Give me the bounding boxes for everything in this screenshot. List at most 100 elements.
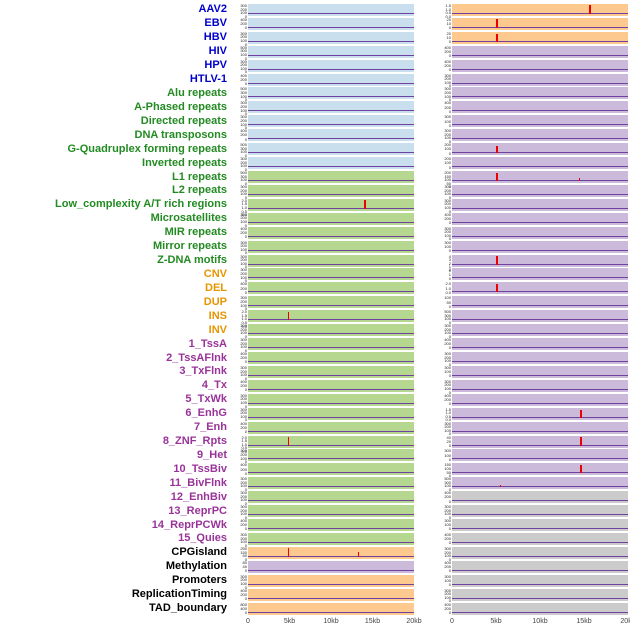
y-axis-ticks: 400 200 0 bbox=[230, 588, 248, 601]
y-axis-ticks: 500 300 100 0 bbox=[230, 143, 248, 157]
row-label: 7_Enh bbox=[193, 421, 227, 434]
y-tick-label: 100 bbox=[444, 93, 451, 99]
y-tick-label: 250 bbox=[240, 545, 247, 551]
y-tick-label: 100 bbox=[444, 160, 451, 166]
y-axis-ticks: 400 200 0 bbox=[434, 212, 452, 225]
row-label: 13_ReprPC bbox=[168, 504, 227, 517]
right-profile-panel bbox=[452, 505, 628, 518]
y-tick-label: 100 bbox=[444, 79, 451, 85]
y-tick-label: 100 bbox=[444, 577, 451, 583]
column-gap bbox=[414, 79, 434, 80]
x-tick-label: 10kb bbox=[532, 617, 548, 625]
y-axis-ticks: 300 200 100 0 bbox=[230, 157, 248, 171]
y-tick-label: 200 bbox=[240, 76, 247, 82]
left-profile-panel bbox=[248, 87, 414, 100]
y-tick-label: 300 bbox=[444, 351, 451, 356]
baseline-trace bbox=[452, 138, 628, 140]
y-tick-label: 100 bbox=[240, 177, 247, 183]
y-axis-ticks: 1.5 1.0 0.5 0.0 bbox=[434, 407, 452, 421]
y-axis-ticks: 400 200 0 bbox=[230, 73, 248, 86]
x-tick-label: 15kb bbox=[364, 617, 381, 625]
y-tick-label: 1.0 bbox=[241, 316, 247, 322]
left-profile-panel bbox=[248, 115, 414, 128]
y-tick-label: 100 bbox=[240, 65, 247, 71]
y-tick-label: 1.0 bbox=[241, 205, 247, 211]
feature-row: 10_TssBiv 400 200 0 150 100 50 0 bbox=[0, 462, 630, 479]
y-tick-label: 400 bbox=[444, 531, 451, 537]
y-tick-label: 0 bbox=[448, 582, 451, 588]
feature-row: 7_Enh 400 200 0 300 200 100 0 bbox=[0, 421, 630, 436]
y-tick-label: 0 bbox=[244, 25, 247, 31]
column-gap bbox=[414, 37, 434, 38]
x-axis-label-spacer bbox=[0, 616, 230, 629]
y-axis-ticks: 100 50 0 bbox=[434, 296, 452, 308]
y-tick-label: 2.0 bbox=[241, 309, 247, 315]
y-tick-label: 200 bbox=[444, 142, 451, 148]
right-profile-panel bbox=[452, 115, 628, 128]
y-tick-label: 300 bbox=[240, 173, 247, 179]
y-tick-label: 0 bbox=[448, 473, 451, 479]
y-axis-ticks: 2.0 1.5 1.0 0.5 0.0 bbox=[230, 309, 248, 328]
y-tick-label: 0 bbox=[448, 194, 451, 200]
y-tick-label: 200 bbox=[240, 229, 247, 235]
y-tick-label: 300 bbox=[240, 364, 247, 370]
y-tick-label: 0 bbox=[244, 80, 247, 86]
y-tick-label: 50 bbox=[446, 469, 451, 475]
baseline-trace bbox=[452, 40, 628, 42]
y-tick-label: 50 bbox=[446, 180, 451, 186]
feature-row: 15_Quies 300 200 100 0 400 200 0 bbox=[0, 531, 630, 547]
feature-row: INS 2.0 1.5 1.0 0.5 0.0 500 300 100 0 bbox=[0, 309, 630, 328]
left-profile-panel bbox=[248, 226, 414, 239]
y-tick-label: 0 bbox=[244, 501, 247, 506]
row-label: TAD_boundary bbox=[148, 602, 227, 615]
y-tick-label: 100 bbox=[240, 344, 247, 350]
right-profile-panel bbox=[452, 310, 628, 323]
y-axis-ticks: 80 40 0 bbox=[230, 561, 248, 573]
y-tick-label: 300 bbox=[240, 30, 247, 36]
left-profile-panel bbox=[248, 379, 414, 392]
right-profile-panel bbox=[452, 87, 628, 100]
baseline-trace bbox=[452, 388, 628, 390]
row-label: 11_BivFlnk bbox=[169, 476, 227, 489]
baseline-trace bbox=[452, 486, 628, 488]
y-tick-label: 300 bbox=[444, 72, 451, 78]
y-tick-label: 0 bbox=[448, 53, 451, 59]
baseline-trace bbox=[452, 514, 628, 516]
baseline-trace bbox=[248, 472, 414, 474]
y-tick-label: 300 bbox=[240, 531, 247, 537]
y-tick-label: 100 bbox=[444, 483, 451, 489]
column-gap bbox=[414, 232, 434, 233]
right-profile-panel bbox=[452, 171, 628, 184]
baseline-trace bbox=[248, 514, 414, 516]
y-axis-ticks: 300 200 100 0 bbox=[230, 30, 248, 46]
y-tick-label: 100 bbox=[240, 399, 247, 405]
y-tick-label: 400 bbox=[240, 605, 247, 611]
column-gap bbox=[414, 149, 434, 150]
y-tick-label: 200 bbox=[240, 132, 247, 138]
column-gap bbox=[414, 566, 434, 567]
feature-row: 8_ZNF_Rpts 2.0 1.5 1.0 0.5 0.0 40 20 0 bbox=[0, 435, 630, 453]
y-axis-ticks: 300 200 100 0 bbox=[230, 324, 248, 338]
y-tick-label: 400 bbox=[444, 44, 451, 50]
y-tick-label: 50 bbox=[242, 553, 247, 559]
y-tick-label: 200 bbox=[240, 104, 247, 109]
baseline-trace bbox=[452, 166, 628, 168]
column-gap bbox=[414, 385, 434, 386]
y-tick-label: 200 bbox=[444, 90, 451, 96]
y-axis-ticks: 2.0 1.0 0.0 bbox=[434, 282, 452, 294]
y-tick-label: 0 bbox=[448, 333, 451, 339]
y-axis-ticks: 300 100 0 bbox=[434, 115, 452, 127]
y-tick-label: 300 bbox=[240, 392, 247, 398]
y-tick-label: 100 bbox=[444, 427, 451, 433]
feature-row: 14_ReprPCWk 400 200 0 300 100 0 bbox=[0, 518, 630, 532]
left-profile-panel bbox=[248, 31, 414, 44]
y-tick-label: 100 bbox=[444, 316, 451, 322]
y-tick-label: 200 bbox=[240, 117, 247, 123]
y-tick-label: 100 bbox=[240, 37, 247, 43]
right-profile-panel bbox=[452, 296, 628, 309]
y-tick-label: 200 bbox=[444, 396, 451, 402]
y-tick-label: 400 bbox=[240, 351, 247, 356]
baseline-trace bbox=[452, 611, 628, 613]
baseline-trace bbox=[248, 277, 414, 279]
left-profile-panel bbox=[248, 477, 414, 490]
